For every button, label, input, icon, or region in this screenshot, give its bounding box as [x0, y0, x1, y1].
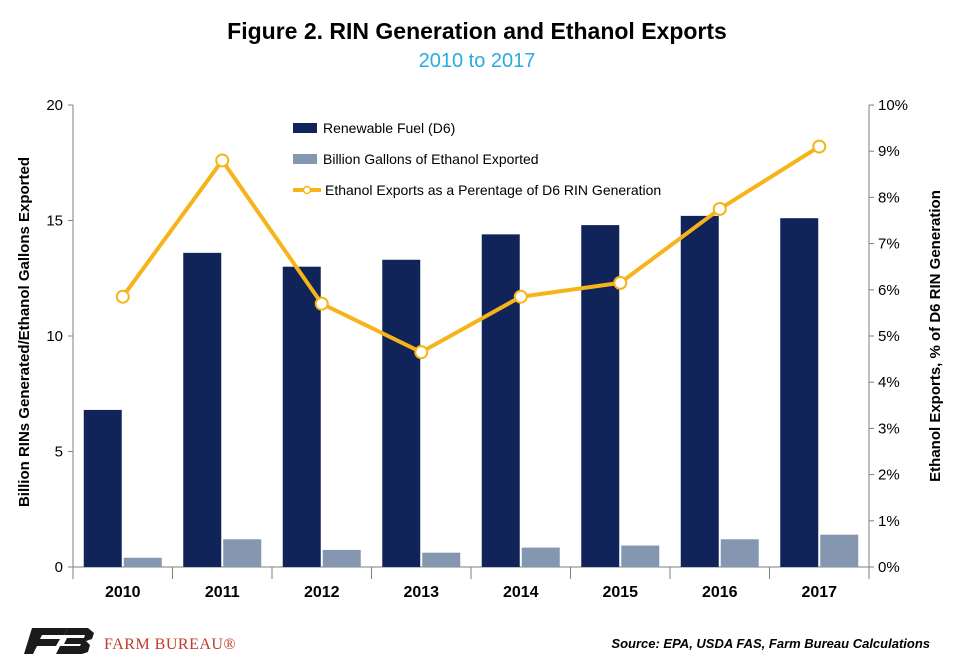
left-tick-label: 5 — [55, 444, 63, 461]
legend-label-line: Ethanol Exports as a Perentage of D6 RIN… — [325, 182, 661, 198]
line-point — [414, 345, 429, 360]
line-point — [115, 289, 130, 304]
right-tick-label: 9% — [878, 143, 900, 160]
x-tick-label: 2017 — [801, 584, 837, 601]
x-tick-label: 2014 — [503, 584, 539, 601]
line-point — [513, 289, 528, 304]
legend-swatch-marker — [302, 185, 312, 195]
legend-label-exports: Billion Gallons of Ethanol Exported — [323, 151, 539, 167]
line-export-percentage — [121, 144, 821, 355]
combo-chart: 0 5 10 15 20 0% 1% 2% 3% 4% 5% 6% 7% 8% 9% 10% 2010 2011 2… — [16, 97, 944, 601]
bar-ethanol-exported — [422, 552, 461, 567]
bar-ethanol-exported — [621, 545, 660, 567]
x-tick-label: 2011 — [205, 584, 240, 601]
chart-title: Figure 2. RIN Generation and Ethanol Exp… — [227, 18, 727, 44]
bar-renewable-fuel-d6 — [680, 215, 719, 567]
legend: Renewable Fuel (D6) Billion Gallons of Et… — [293, 120, 661, 198]
line-point — [613, 275, 628, 290]
left-tick-label: 15 — [46, 213, 63, 230]
bar-renewable-fuel-d6 — [282, 266, 321, 567]
line-point — [812, 139, 827, 154]
bar-ethanol-exported — [820, 534, 859, 567]
bar-ethanol-exported — [521, 547, 560, 567]
bar-renewable-fuel-d6 — [481, 234, 520, 568]
farm-bureau-wordmark: FARM BUREAU® — [104, 636, 237, 653]
left-tick-label: 10 — [46, 328, 63, 345]
legend-swatch-d6 — [293, 123, 317, 133]
right-tick-label: 7% — [878, 236, 900, 253]
x-tick-label: 2013 — [403, 584, 439, 601]
x-tick-label: 2010 — [105, 584, 141, 601]
bar-ethanol-exported — [123, 557, 162, 567]
y-axis-title-right: Ethanol Exports, % of D6 RIN Generation — [927, 190, 944, 482]
right-tick-label: 2% — [878, 467, 900, 484]
x-tick-label: 2016 — [702, 584, 738, 601]
line-point — [215, 153, 230, 168]
source-note: Source: EPA, USDA FAS, Farm Bureau Calcu… — [611, 636, 930, 651]
right-tick-label: 3% — [878, 420, 900, 437]
bar-ethanol-exported — [223, 539, 262, 567]
bar-ethanol-exported — [720, 539, 759, 567]
bar-renewable-fuel-d6 — [382, 259, 421, 567]
bar-ethanol-exported — [322, 549, 361, 567]
legend-label-d6: Renewable Fuel (D6) — [323, 120, 455, 136]
right-tick-label: 10% — [878, 97, 908, 114]
chart-subtitle: 2010 to 2017 — [418, 50, 536, 72]
y-axis-title-left: Billion RINs Generated/Ethanol Gallons E… — [16, 157, 33, 507]
line-point — [314, 296, 329, 311]
x-tick-label: 2012 — [304, 584, 340, 601]
bars — [83, 215, 859, 568]
right-tick-label: 4% — [878, 374, 900, 391]
line-series — [115, 139, 827, 360]
axis-labels: Billion RINs Generated/Ethanol Gallons E… — [16, 157, 944, 507]
right-tick-label: 5% — [878, 328, 900, 345]
bar-renewable-fuel-d6 — [183, 252, 222, 567]
right-tick-label: 6% — [878, 282, 900, 299]
x-tick-label: 2015 — [602, 584, 638, 601]
bar-renewable-fuel-d6 — [780, 218, 819, 567]
legend-swatch-exports — [293, 154, 317, 164]
line-point — [712, 201, 727, 216]
bar-renewable-fuel-d6 — [581, 225, 620, 567]
left-tick-label: 0 — [55, 559, 63, 576]
bar-renewable-fuel-d6 — [83, 409, 122, 567]
axes: 0 5 10 15 20 0% 1% 2% 3% 4% 5% 6% 7% 8% 9% 10% 2010 2011 2… — [46, 97, 908, 601]
right-tick-label: 0% — [878, 559, 900, 576]
left-tick-label: 20 — [46, 97, 63, 114]
right-tick-label: 8% — [878, 189, 900, 206]
right-tick-label: 1% — [878, 513, 900, 530]
farm-bureau-fb-logo — [24, 628, 94, 654]
